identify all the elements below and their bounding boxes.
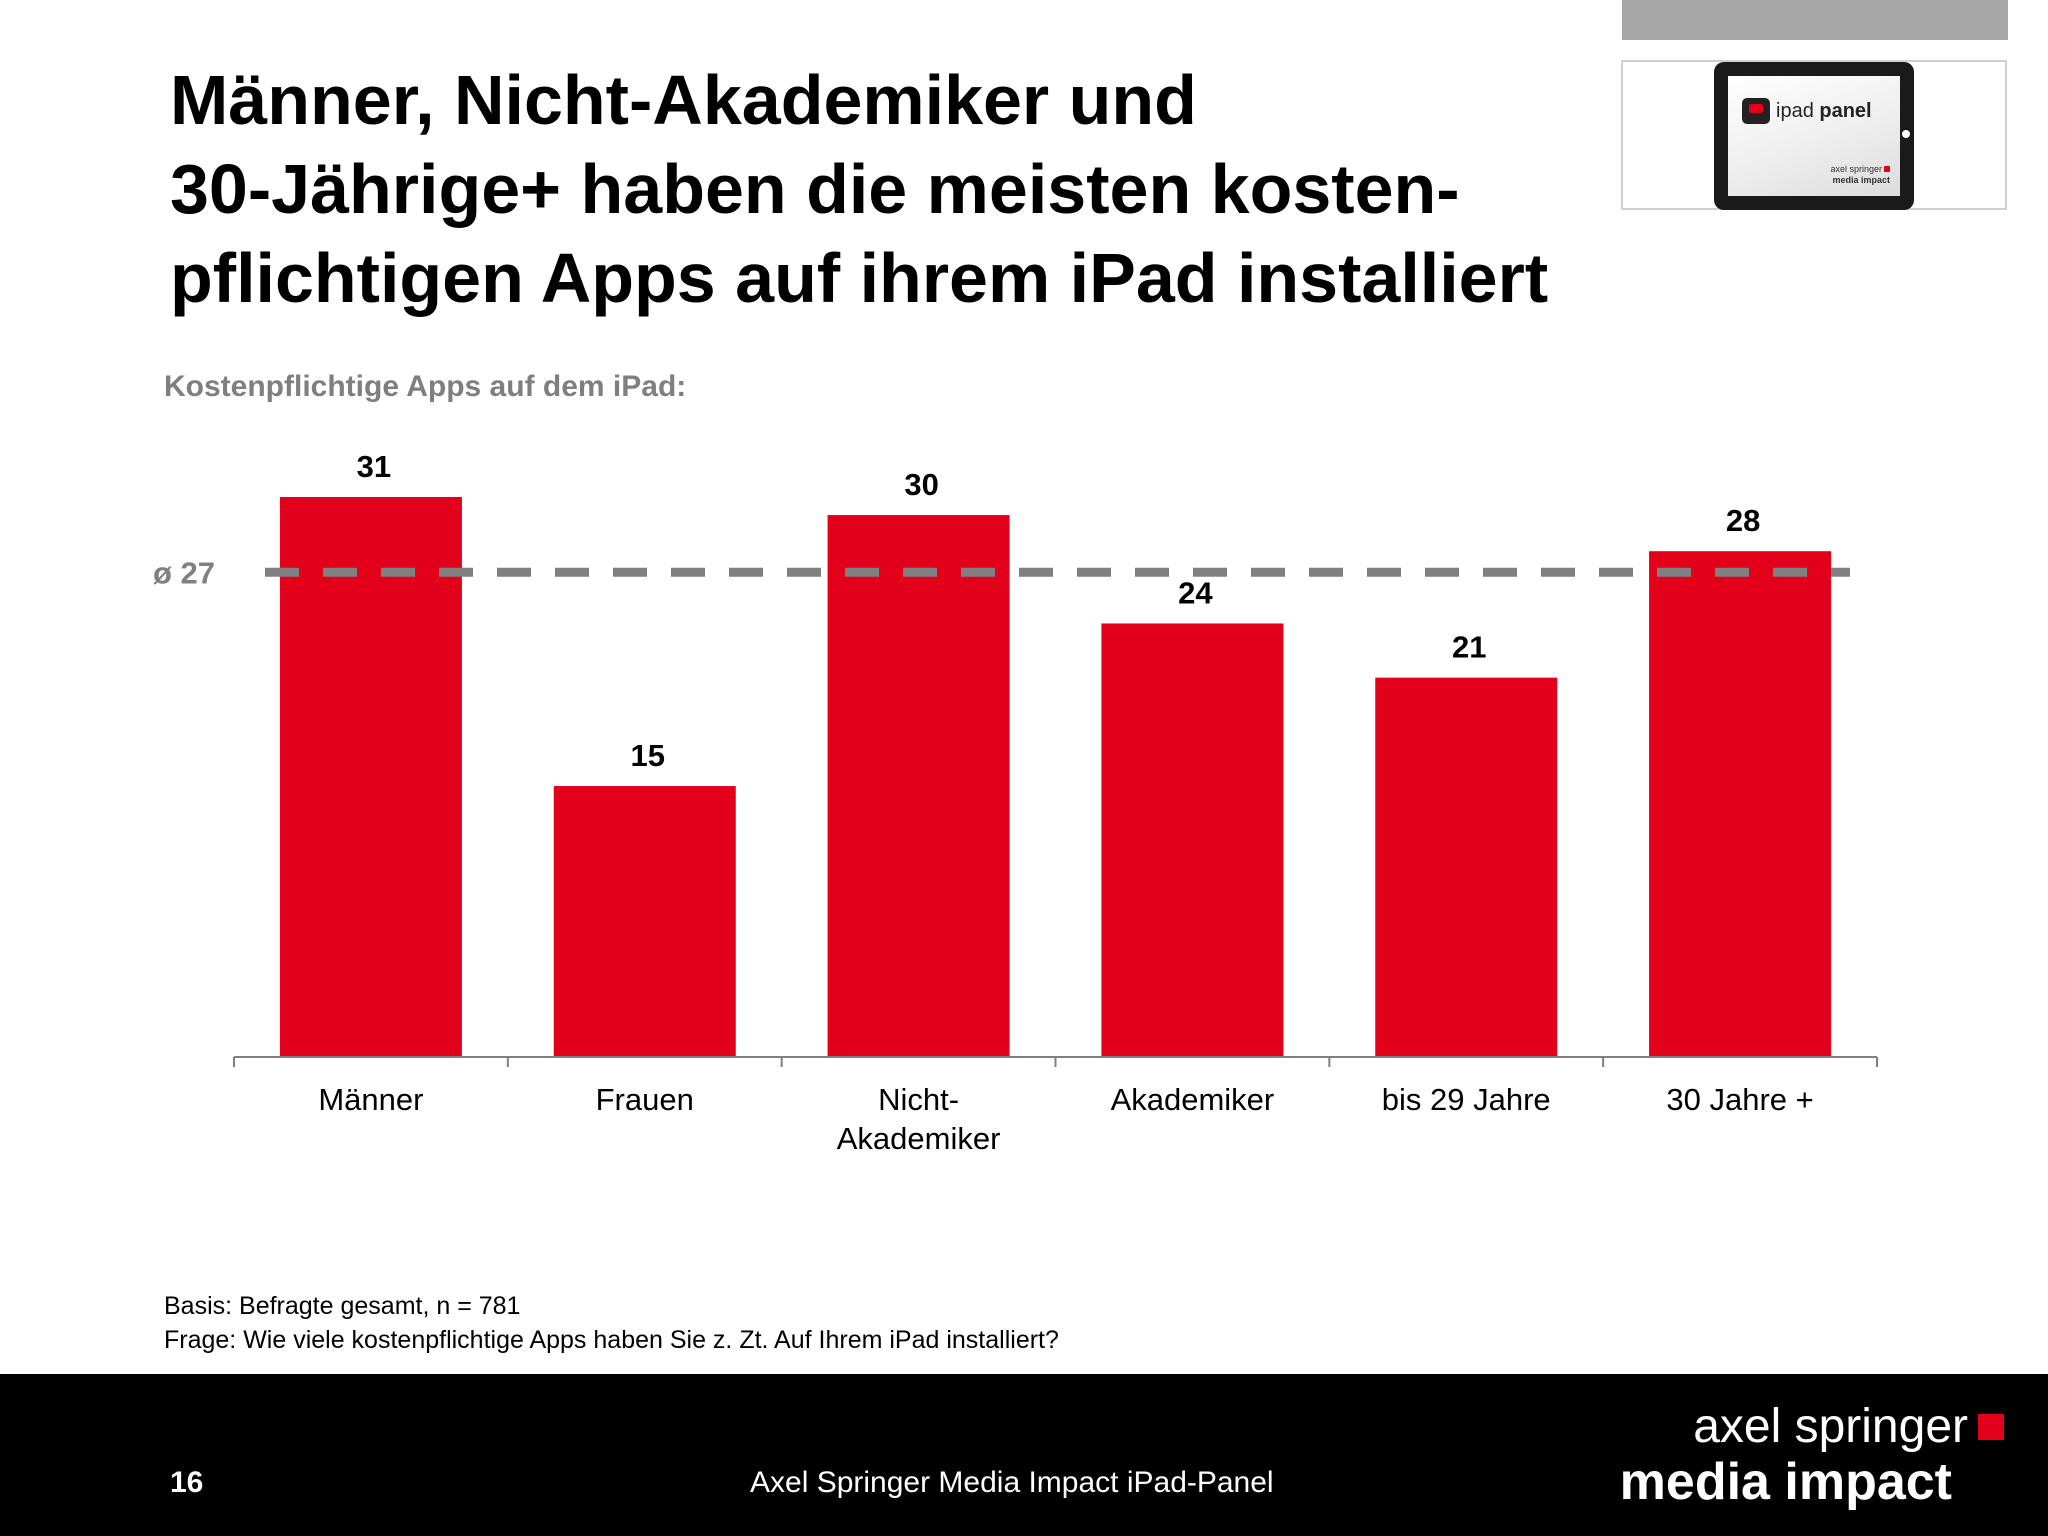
brand-tagline: media impact — [1619, 1453, 1952, 1511]
footer-text: Axel Springer Media Impact iPad-Panel — [750, 1466, 1274, 1499]
home-button-icon — [1902, 130, 1910, 138]
question-note: Frage: Wie viele kostenpflichtige Apps h… — [164, 1326, 1059, 1354]
bar-2 — [827, 515, 1010, 1057]
bar-chart: 31 Männer 15 Frauen 30 Nicht-Akademiker 24 Akad… — [153, 449, 1878, 1156]
bar-5 — [1649, 551, 1832, 1057]
category-label-2: Nicht-Akademiker — [837, 1082, 1001, 1156]
page-title: Männer, Nicht-Akademiker und 30-Jährige+… — [170, 56, 1630, 323]
data-label-2: 30 — [904, 467, 938, 502]
brand-square-icon — [1884, 166, 1890, 172]
basis-note: Basis: Befragte gesamt, n = 781 — [164, 1292, 521, 1320]
title-line-1: Männer, Nicht-Akademiker und — [170, 61, 1197, 139]
data-label-3: 24 — [1178, 575, 1213, 610]
data-label-5: 28 — [1726, 503, 1760, 538]
title-line-3: pflichtigen Apps auf ihrem iPad installi… — [170, 239, 1549, 317]
chart-subtitle: Kostenpflichtige Apps auf dem iPad: — [164, 370, 687, 403]
bar-0 — [279, 497, 462, 1057]
category-label-1: Frauen — [596, 1082, 694, 1117]
bar-3 — [1101, 623, 1284, 1057]
data-label-0: 31 — [357, 449, 391, 484]
ipad-panel-label: ipad panel — [1776, 100, 1872, 122]
speech-bubble-icon — [1742, 98, 1770, 124]
ipad-panel-logo: ipad panel axel springer media impact — [1621, 60, 2007, 210]
brand-name: axel springer — [1693, 1400, 1968, 1453]
brand-logo: axel springer media impact — [1620, 1400, 2004, 1510]
bar-1 — [553, 786, 736, 1057]
tablet-screen: ipad panel axel springer media impact — [1728, 76, 1900, 196]
data-label-4: 21 — [1452, 630, 1486, 665]
average-label: ø 27 — [153, 555, 215, 590]
page-number: 16 — [170, 1466, 204, 1499]
title-line-2: 30-Jährige+ haben die meisten kosten- — [170, 150, 1460, 228]
mini-brand-logo: axel springer media impact — [1830, 164, 1890, 185]
category-label-4: bis 29 Jahre — [1382, 1082, 1551, 1117]
tablet-graphic: ipad panel axel springer media impact — [1714, 62, 1914, 210]
top-gray-bar — [1622, 0, 2008, 40]
category-label-5: 30 Jahre + — [1666, 1082, 1813, 1117]
data-label-1: 15 — [631, 738, 665, 773]
brand-square-icon — [1978, 1414, 2004, 1440]
category-label-0: Männer — [318, 1082, 423, 1117]
footer: 16 Axel Springer Media Impact iPad-Panel… — [0, 1374, 2048, 1536]
bar-4 — [1375, 677, 1558, 1057]
category-label-3: Akademiker — [1111, 1082, 1275, 1117]
